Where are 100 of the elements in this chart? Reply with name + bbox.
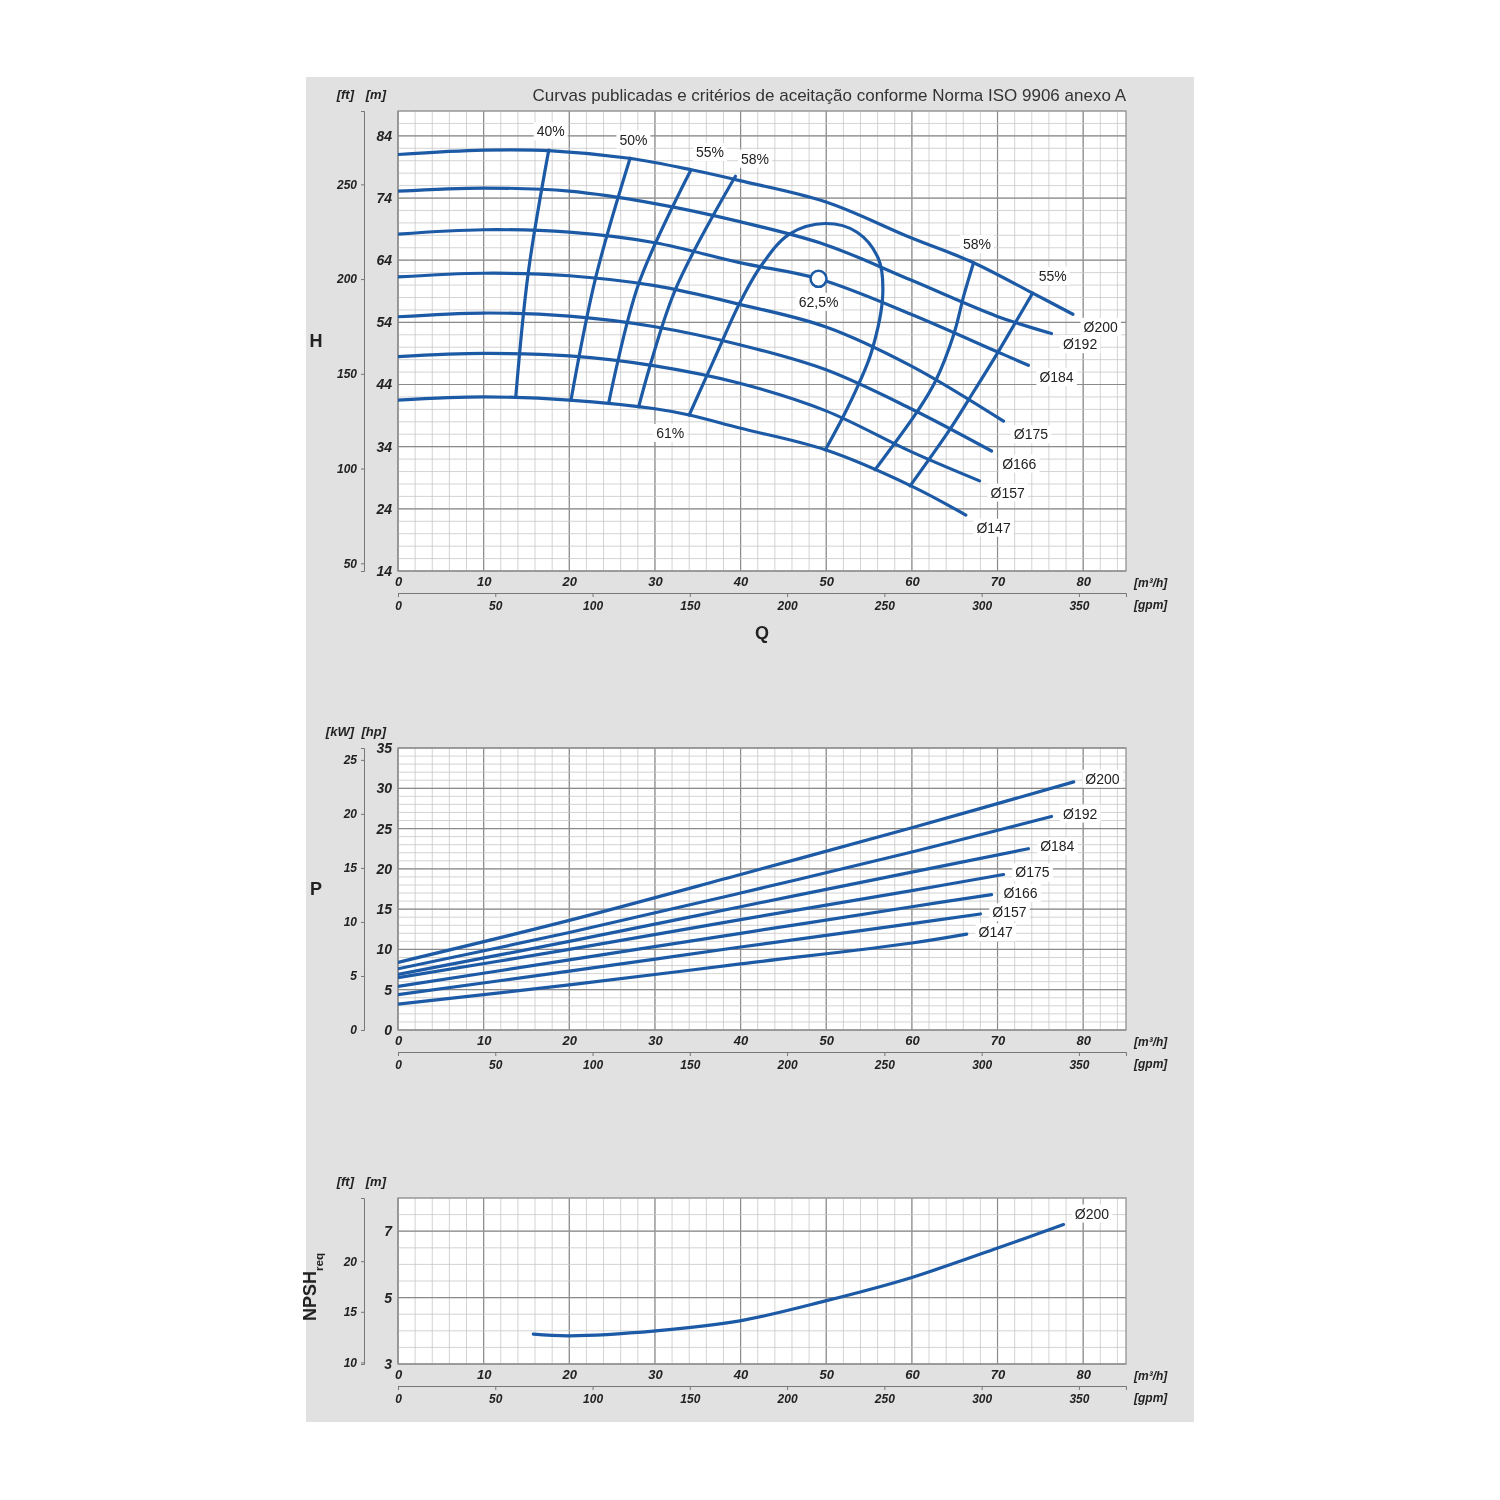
x-tick-label: 0 <box>394 1367 403 1383</box>
y-axis-title: [hp] <box>360 724 387 739</box>
x-tick-label: 0 <box>394 574 403 590</box>
x2-tick-label: 0 <box>395 1057 403 1072</box>
y-tick-label: 0 <box>384 1021 393 1038</box>
x-tick-label: 80 <box>1076 1033 1092 1049</box>
series-label: 58% <box>962 236 991 253</box>
series-label: Ø200 <box>1083 318 1118 335</box>
x2-tick-label: 200 <box>776 1057 798 1072</box>
x2-tick-label: 150 <box>680 1391 701 1406</box>
x-tick-label: 30 <box>648 574 664 590</box>
y2-axis-title: [kW] <box>324 724 355 739</box>
y-axis-title: [m] <box>364 1174 387 1189</box>
series-label: Ø147 <box>976 519 1011 536</box>
y-tick-label: 20 <box>375 860 393 877</box>
y2-tick-label: 200 <box>335 272 358 287</box>
y-tick-label: 44 <box>375 376 393 393</box>
series-label: 61% <box>656 424 685 441</box>
x-tick-label: 40 <box>732 1033 750 1049</box>
y2-tick-label: 25 <box>342 753 358 768</box>
series-label: Ø157 <box>990 484 1026 501</box>
series-label: Ø175 <box>1015 864 1050 881</box>
series-label: Ø175 <box>1013 426 1049 443</box>
x2-tick-label: 50 <box>489 598 503 613</box>
series-label: Ø166 <box>1003 884 1038 901</box>
x-tick-label: 80 <box>1076 574 1092 590</box>
y-tick-label: 7 <box>384 1223 394 1240</box>
y2-tick-label: 20 <box>342 1254 358 1269</box>
series-label: Ø157 <box>992 904 1027 921</box>
x2-tick-label: 350 <box>1069 598 1090 613</box>
series-label: 55% <box>695 144 724 161</box>
x2-axis-title: [gpm] <box>1133 1391 1169 1405</box>
x-tick-label: 70 <box>990 1033 1007 1049</box>
series-label: 62,5% <box>798 293 839 310</box>
x2-tick-label: 350 <box>1069 1391 1090 1406</box>
x-tick-label: 60 <box>905 574 921 590</box>
x-tick-label: 30 <box>648 1033 664 1049</box>
x2-tick-label: 100 <box>583 598 604 613</box>
text: Q <box>754 623 770 643</box>
x-tick-label: 80 <box>1076 1367 1092 1383</box>
y2-tick-label: 100 <box>336 461 358 476</box>
series-label: 58% <box>741 150 770 167</box>
y2-tick-label: 15 <box>343 861 358 876</box>
text: H <box>309 331 323 351</box>
y-tick-label: 34 <box>376 438 393 455</box>
series-label: Ø192 <box>1062 336 1098 353</box>
x2-tick-label: 100 <box>583 1391 604 1406</box>
text: P <box>309 879 323 899</box>
y2-tick-label: 5 <box>350 969 358 984</box>
y-tick-label: 84 <box>376 127 393 144</box>
x2-tick-label: 200 <box>776 1391 798 1406</box>
y2-axis-title: [ft] <box>335 1174 355 1189</box>
x-tick-label: 50 <box>819 574 835 590</box>
x-tick-label: 20 <box>561 1367 578 1383</box>
series-label: 50% <box>619 131 648 148</box>
chart-title: Curvas publicadas e critérios de aceitação conforme Norma ISO 9906 anexo A <box>532 86 1127 105</box>
x-tick-label: 30 <box>648 1367 664 1383</box>
y-axis-title: [m] <box>364 87 387 102</box>
y2-tick-label: 250 <box>335 177 358 192</box>
x-axis-title: [m³/h] <box>1133 1369 1169 1383</box>
y-tick-label: 5 <box>384 1289 393 1306</box>
x2-tick-label: 0 <box>395 1391 403 1406</box>
series-label: Ø192 <box>1063 805 1098 822</box>
x-tick-label: 70 <box>990 574 1007 590</box>
x2-tick-label: 50 <box>489 1057 503 1072</box>
y-tick-label: 54 <box>376 314 393 331</box>
y-tick-label: 10 <box>376 941 393 958</box>
x2-tick-label: 350 <box>1069 1057 1090 1072</box>
x2-tick-label: 250 <box>873 1057 896 1072</box>
x-axis-title: [m³/h] <box>1133 576 1169 590</box>
x-tick-label: 10 <box>476 1367 493 1383</box>
y2-tick-label: 10 <box>343 915 358 930</box>
y2-tick-label: 15 <box>343 1305 358 1320</box>
x2-tick-label: 300 <box>972 598 993 613</box>
y2-axis-title: [ft] <box>335 87 355 102</box>
y-tick-label: 74 <box>376 190 393 207</box>
series-label: 40% <box>536 123 565 140</box>
y2-tick-label: 0 <box>350 1023 358 1038</box>
x2-tick-label: 50 <box>489 1391 503 1406</box>
y-tick-label: 5 <box>384 981 393 998</box>
x2-tick-label: 300 <box>972 1391 993 1406</box>
x2-tick-label: 250 <box>873 598 896 613</box>
x-axis-title: [m³/h] <box>1133 1035 1169 1049</box>
x-tick-label: 0 <box>394 1033 403 1049</box>
y2-tick-label: 20 <box>342 807 358 822</box>
y-tick-label: 64 <box>376 252 393 269</box>
y-tick-label: 24 <box>375 500 393 517</box>
x2-axis-title: [gpm] <box>1133 1057 1169 1071</box>
x-tick-label: 40 <box>732 1367 750 1383</box>
x-tick-label: 20 <box>561 1033 578 1049</box>
y-tick-label: 15 <box>376 901 393 918</box>
series-label: Ø200 <box>1085 770 1120 787</box>
x2-tick-label: 250 <box>873 1391 896 1406</box>
series-label: Ø184 <box>1040 838 1075 855</box>
y-tick-label: 35 <box>376 739 393 756</box>
x-tick-label: 60 <box>905 1033 921 1049</box>
y2-tick-label: 10 <box>343 1355 358 1370</box>
x2-tick-label: 100 <box>583 1057 604 1072</box>
y-tick-label: 3 <box>384 1355 393 1372</box>
series-label: Ø147 <box>978 924 1013 941</box>
